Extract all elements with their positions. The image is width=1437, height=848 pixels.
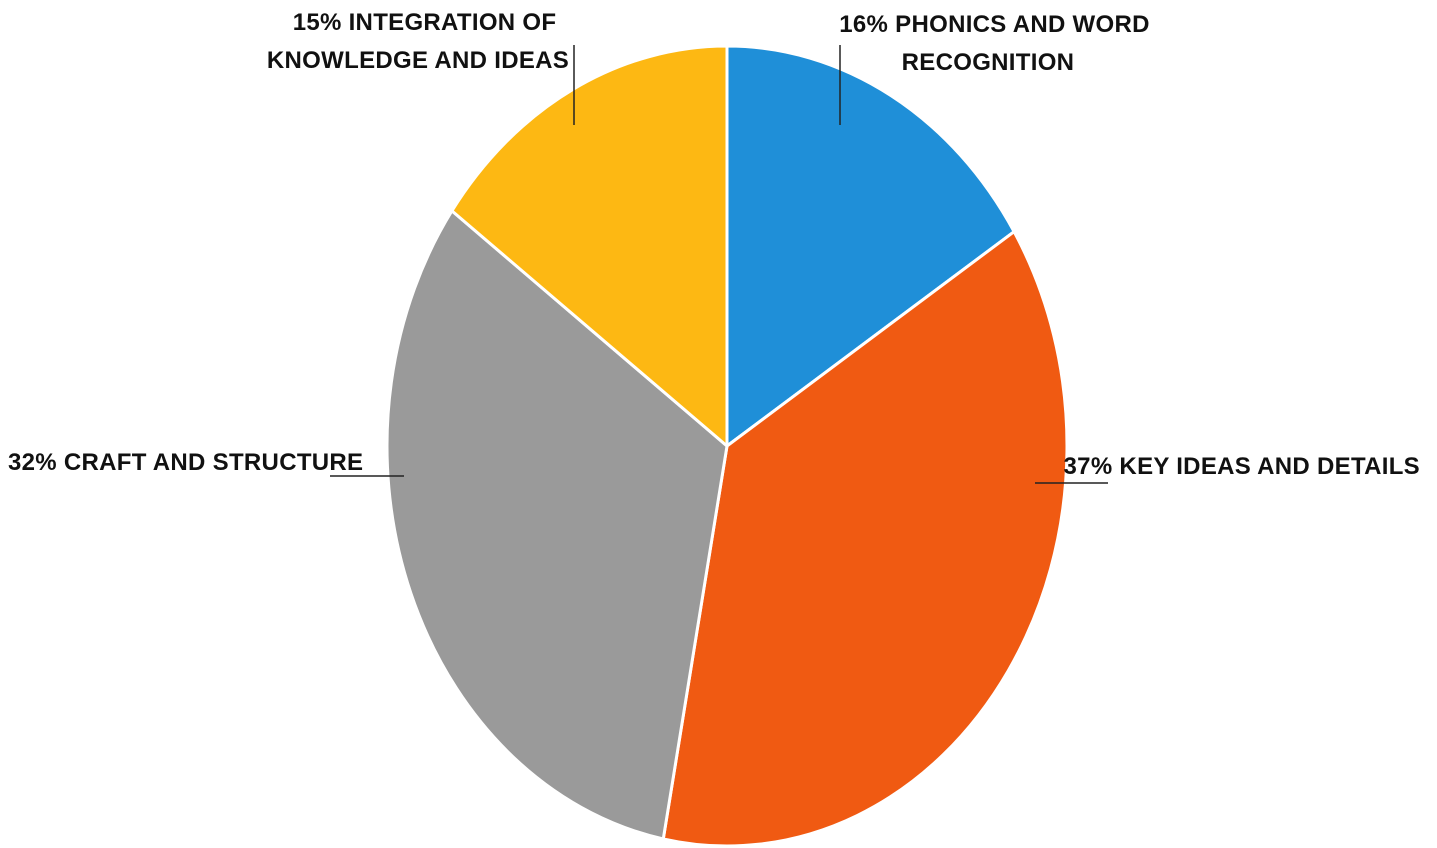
label-key-ideas: 37% KEY IDEAS AND DETAILS <box>1064 453 1420 480</box>
label-integration-line1: 15% INTEGRATION OF <box>293 9 557 36</box>
pie-slices <box>385 44 1069 848</box>
label-integration: 15% INTEGRATION OF KNOWLEDGE AND IDEAS <box>267 9 569 74</box>
label-phonics: 16% PHONICS AND WORD RECOGNITION <box>839 11 1156 76</box>
label-craft: 32% CRAFT AND STRUCTURE <box>8 449 363 476</box>
slice-integration <box>450 44 729 448</box>
slice-craft <box>385 209 729 841</box>
label-phonics-line1: 16% PHONICS AND WORD <box>839 11 1149 38</box>
slice-key-ideas <box>661 230 1069 848</box>
label-phonics-line2: RECOGNITION <box>902 49 1075 76</box>
slice-phonics <box>725 44 1016 448</box>
label-integration-line2: KNOWLEDGE AND IDEAS <box>267 47 569 74</box>
